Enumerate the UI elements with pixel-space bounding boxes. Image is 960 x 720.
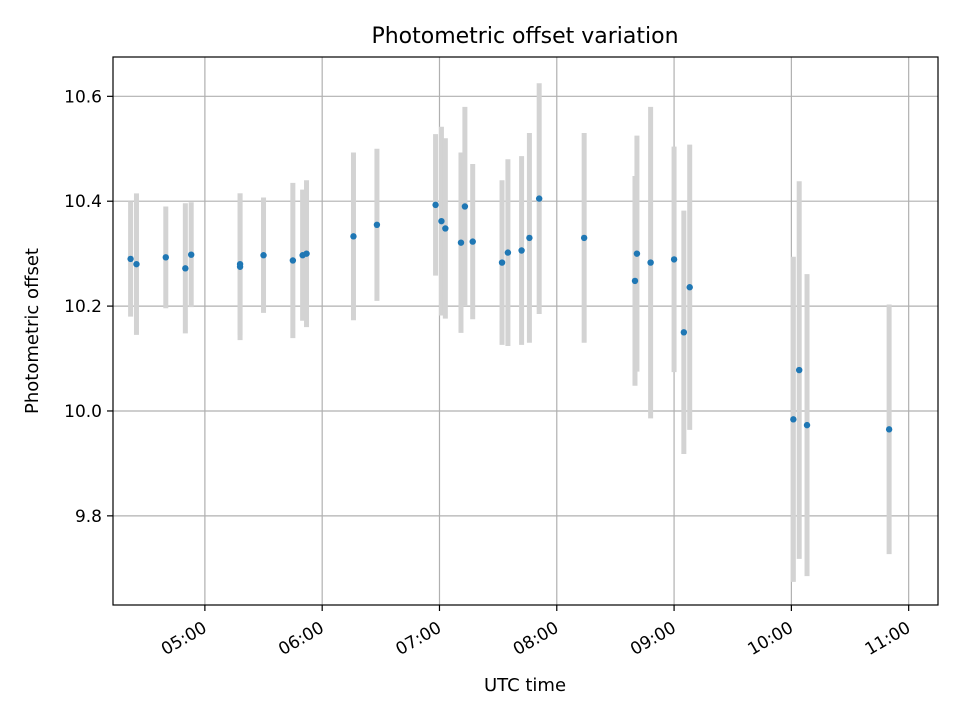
data-point <box>289 257 297 264</box>
plot-frame <box>112 56 939 606</box>
data-point <box>162 254 169 261</box>
data-point <box>236 260 244 268</box>
x-tick-label: 06:00 <box>275 618 327 660</box>
x-tick-label: 07:00 <box>393 618 445 660</box>
error-bars <box>128 83 892 582</box>
data-points <box>127 195 893 433</box>
chart-title: Photometric offset variation <box>371 24 678 49</box>
data-point <box>803 421 811 429</box>
y-axis-label: Photometric offset <box>22 248 43 414</box>
data-point <box>680 329 688 336</box>
data-point <box>133 260 140 268</box>
x-tick-label: 09:00 <box>627 618 679 660</box>
data-point <box>790 416 797 423</box>
data-point <box>518 247 525 254</box>
data-point <box>373 221 381 229</box>
data-point <box>432 201 439 209</box>
data-point <box>457 239 465 246</box>
x-tick-label: 10:00 <box>744 618 796 660</box>
data-point <box>686 284 693 291</box>
data-point <box>670 256 678 263</box>
data-point <box>469 238 476 245</box>
x-tick-label: 11:00 <box>862 618 914 660</box>
y-tick-label: 9.8 <box>75 507 102 527</box>
grid-lines <box>113 57 938 605</box>
data-point <box>442 225 449 232</box>
data-point <box>260 252 267 259</box>
data-point <box>580 234 588 242</box>
data-point <box>303 250 310 257</box>
data-point <box>647 259 654 266</box>
data-point <box>187 251 195 258</box>
y-axis-ticks: 9.8 10.0 10.2 10.4 10.6 <box>64 87 113 527</box>
y-tick-label: 10.4 <box>64 192 102 212</box>
y-tick-label: 10.2 <box>64 297 102 317</box>
data-point <box>504 249 512 256</box>
y-tick-label: 10.6 <box>64 87 102 107</box>
x-tick-label: 08:00 <box>510 618 562 660</box>
x-tick-label: 05:00 <box>158 618 210 660</box>
x-axis-ticks: 05:00 06:00 07:00 08:00 09:00 10:00 11:00 <box>158 605 914 660</box>
data-point <box>182 265 189 272</box>
x-axis-label: UTC time <box>484 675 566 696</box>
data-point <box>498 259 506 266</box>
y-tick-label: 10.0 <box>64 402 102 422</box>
data-point <box>127 255 134 263</box>
data-point <box>526 234 533 242</box>
data-point <box>461 203 469 210</box>
data-point <box>438 217 445 225</box>
data-point <box>631 277 639 285</box>
data-point <box>885 426 893 433</box>
data-point <box>795 366 803 374</box>
data-point <box>350 233 357 240</box>
data-point <box>535 195 543 202</box>
data-point <box>633 250 641 257</box>
